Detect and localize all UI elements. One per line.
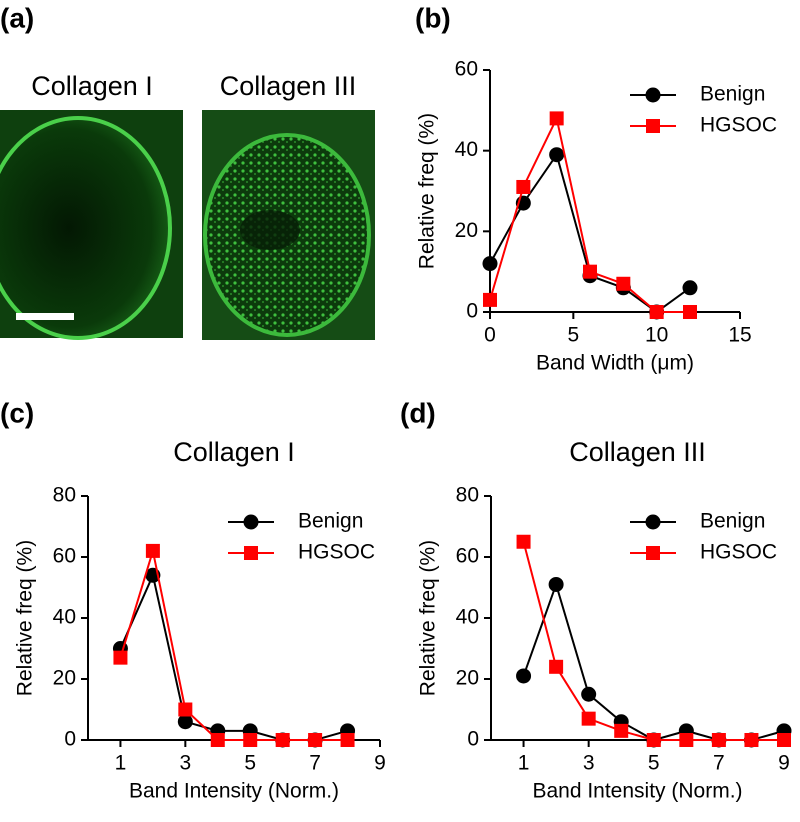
- y-tick-label: 40: [456, 606, 479, 629]
- panel-label: (d): [400, 397, 436, 428]
- x-tick-label: 7: [309, 752, 321, 775]
- x-tick-label: 3: [583, 752, 595, 775]
- panel-label: (c): [0, 397, 34, 428]
- panel-label: (b): [415, 2, 451, 33]
- marker: [777, 733, 791, 747]
- marker: [646, 733, 661, 747]
- x-tick-label: 0: [484, 324, 496, 347]
- marker: [340, 733, 355, 747]
- marker: [744, 733, 759, 747]
- legend-marker: [645, 514, 661, 530]
- marker: [178, 702, 193, 717]
- x-axis-label: Band Intensity (Norm.): [129, 780, 339, 803]
- marker: [616, 276, 631, 291]
- marker: [516, 668, 532, 684]
- x-tick-label: 9: [374, 752, 386, 775]
- series-line: [522, 541, 784, 741]
- series-line: [119, 572, 348, 741]
- marker: [711, 733, 726, 747]
- x-tick-label: 5: [567, 324, 579, 347]
- legend-marker: [244, 546, 258, 560]
- y-tick-label: 20: [53, 667, 76, 690]
- y-tick-label: 40: [53, 606, 76, 629]
- marker: [482, 256, 498, 272]
- x-tick-label: 1: [115, 752, 127, 775]
- y-tick-label: 60: [53, 545, 76, 568]
- x-tick-label: 10: [645, 324, 668, 347]
- y-tick-label: 60: [455, 58, 478, 81]
- image-caption: Collagen III: [220, 71, 357, 101]
- marker: [113, 650, 128, 665]
- legend-label: Benign: [298, 510, 363, 533]
- y-tick-label: 20: [456, 667, 479, 690]
- marker: [210, 733, 225, 747]
- legend-label: HGSOC: [298, 541, 375, 564]
- y-tick-label: 0: [466, 300, 478, 323]
- y-axis-label: Relative freq (%): [417, 540, 440, 696]
- marker: [275, 733, 290, 747]
- micrograph: [202, 110, 375, 340]
- marker: [682, 280, 698, 296]
- marker: [549, 111, 564, 126]
- y-tick-label: 60: [456, 545, 479, 568]
- x-tick-label: 15: [728, 324, 751, 347]
- y-tick-label: 40: [455, 138, 478, 161]
- y-tick-label: 80: [53, 484, 76, 507]
- series-line: [489, 152, 691, 314]
- x-tick-label: 1: [518, 752, 530, 775]
- marker: [243, 733, 258, 747]
- marker: [177, 714, 193, 730]
- x-tick-label: 5: [244, 752, 256, 775]
- marker: [516, 179, 531, 194]
- marker: [583, 264, 597, 279]
- marker: [549, 147, 565, 163]
- marker: [683, 305, 697, 319]
- y-tick-label: 80: [456, 484, 479, 507]
- x-tick-label: 7: [713, 752, 725, 775]
- legend-marker: [645, 87, 661, 103]
- legend-label: Benign: [700, 510, 765, 533]
- panel-label: (a): [0, 2, 34, 33]
- marker: [679, 733, 694, 747]
- micrograph: [0, 110, 183, 340]
- x-axis-label: Band Intensity (Norm.): [532, 780, 742, 803]
- marker: [516, 534, 531, 549]
- chart-title: Collagen III: [569, 437, 706, 467]
- legend-marker: [646, 119, 660, 133]
- marker: [581, 686, 597, 702]
- marker: [145, 543, 160, 558]
- x-axis-label: Band Width (μm): [536, 352, 694, 375]
- y-tick-label: 20: [455, 219, 478, 242]
- legend-label: Benign: [700, 83, 765, 106]
- y-axis-label: Relative freq (%): [416, 113, 439, 269]
- image-caption: Collagen I: [31, 71, 153, 101]
- y-tick-label: 0: [64, 728, 76, 751]
- legend-marker: [646, 546, 660, 560]
- legend-marker: [243, 514, 259, 530]
- x-tick-label: 5: [648, 752, 660, 775]
- marker: [581, 711, 596, 726]
- y-axis-label: Relative freq (%): [14, 540, 37, 696]
- marker: [308, 733, 323, 747]
- x-tick-label: 9: [778, 752, 790, 775]
- marker: [549, 659, 564, 674]
- marker: [548, 576, 564, 592]
- legend-label: HGSOC: [700, 541, 777, 564]
- x-tick-label: 3: [179, 752, 191, 775]
- y-tick-label: 0: [467, 728, 479, 751]
- chart-title: Collagen I: [173, 437, 295, 467]
- marker: [614, 723, 629, 738]
- marker: [649, 305, 664, 319]
- legend-label: HGSOC: [700, 114, 777, 137]
- marker: [483, 292, 497, 307]
